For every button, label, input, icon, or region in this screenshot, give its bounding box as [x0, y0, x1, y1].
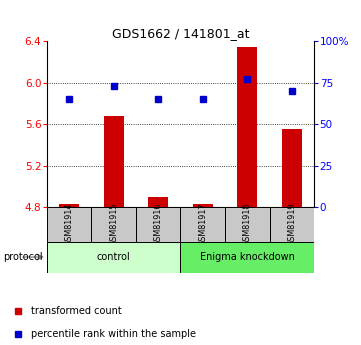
Title: GDS1662 / 141801_at: GDS1662 / 141801_at — [112, 27, 249, 40]
Text: percentile rank within the sample: percentile rank within the sample — [31, 329, 196, 339]
Text: GSM81916: GSM81916 — [154, 203, 163, 246]
Text: GSM81919: GSM81919 — [287, 203, 296, 246]
Bar — [59, 204, 79, 207]
Bar — [104, 116, 124, 207]
Bar — [91, 207, 136, 242]
Text: GSM81917: GSM81917 — [198, 203, 207, 246]
Text: Enigma knockdown: Enigma knockdown — [200, 252, 295, 262]
Bar — [193, 204, 213, 207]
Bar — [225, 207, 270, 242]
Text: GSM81914: GSM81914 — [65, 203, 74, 246]
Bar — [148, 197, 168, 207]
Text: GSM81915: GSM81915 — [109, 203, 118, 246]
Bar — [180, 207, 225, 242]
Bar — [270, 207, 314, 242]
Bar — [282, 129, 302, 207]
Bar — [136, 207, 180, 242]
Bar — [47, 241, 180, 273]
Text: transformed count: transformed count — [31, 306, 122, 316]
Bar — [47, 207, 91, 242]
Text: GSM81918: GSM81918 — [243, 203, 252, 246]
Text: control: control — [97, 252, 131, 262]
Bar — [237, 47, 257, 207]
Text: protocol: protocol — [4, 252, 43, 262]
Bar — [180, 241, 314, 273]
